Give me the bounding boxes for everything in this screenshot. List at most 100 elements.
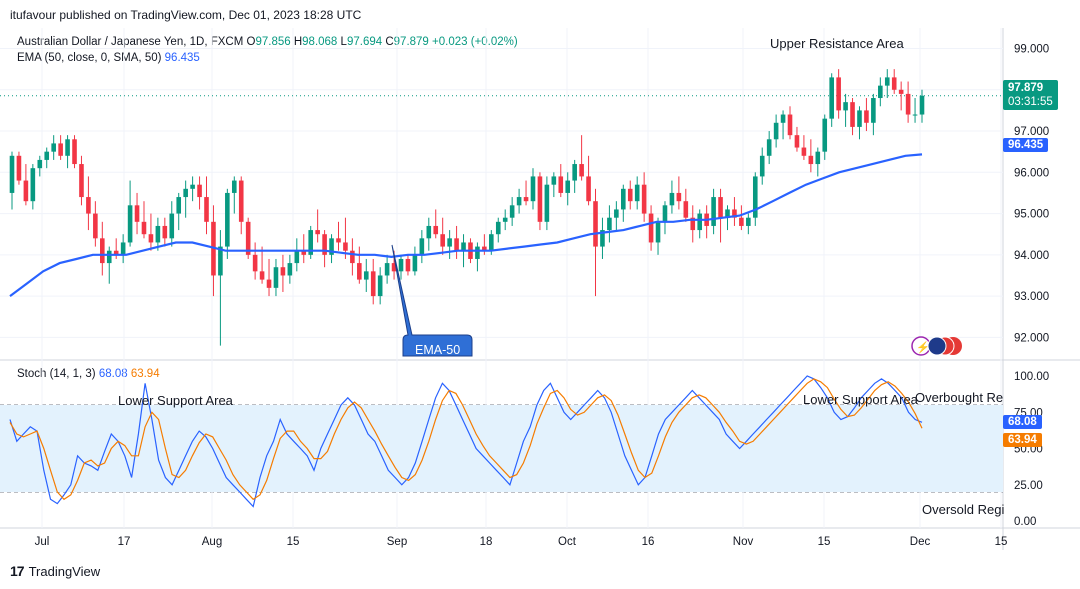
- time-axis: Jul 17 Aug 15 Sep 18 Oct 16 Nov 15 Dec 15: [35, 536, 1008, 548]
- stoch-d-value: 63.94: [130, 368, 160, 380]
- candle-body: [301, 250, 307, 255]
- candle-body: [752, 176, 758, 218]
- candle-body: [363, 271, 369, 280]
- candle-body: [523, 197, 529, 202]
- candle-body: [127, 205, 133, 243]
- candle-body: [30, 168, 36, 202]
- candle-body: [183, 188, 188, 198]
- candle-body: [878, 85, 883, 99]
- candle-body: [690, 217, 696, 231]
- candles: [9, 69, 925, 346]
- candle-body: [711, 197, 716, 226]
- footer[interactable]: 17 TradingView: [10, 563, 100, 579]
- candle-body: [120, 242, 126, 255]
- candle-body: [377, 275, 383, 297]
- candle-body: [336, 238, 341, 243]
- candle-body: [294, 250, 300, 264]
- candle-body: [113, 250, 119, 255]
- candle-body: [516, 197, 522, 206]
- stoch-k-value: 68.08: [98, 368, 128, 380]
- symbol-name[interactable]: Australian Dollar / Japanese Yen, 1D, FX…: [17, 36, 244, 48]
- candle-body: [614, 209, 619, 218]
- candle-body: [79, 164, 84, 198]
- ema-callout-text: EMA-50: [415, 343, 460, 357]
- candle-body: [412, 254, 418, 272]
- candle-body: [266, 279, 272, 288]
- time-tick-label: Aug: [202, 536, 222, 548]
- candle-body: [836, 77, 841, 111]
- candle-body: [600, 230, 605, 247]
- candle-body: [329, 238, 334, 255]
- candle-body: [739, 217, 744, 226]
- low-value: 97.694: [346, 36, 383, 48]
- candle-body: [315, 230, 320, 235]
- time-tick-label: Sep: [387, 536, 407, 548]
- last-price-tag: 97.879 03:31:55: [1003, 80, 1058, 110]
- candle-body: [725, 209, 730, 218]
- candle-body: [537, 176, 543, 222]
- symbol-legend: Australian Dollar / Japanese Yen, 1D, FX…: [17, 36, 518, 48]
- candle-body: [891, 77, 897, 90]
- candle-body: [627, 188, 633, 202]
- candle-body: [391, 263, 397, 272]
- time-tick-label: Jul: [35, 536, 50, 548]
- stoch-legend[interactable]: Stoch (14, 1, 3) 68.08 63.94: [17, 368, 160, 380]
- candle-body: [273, 267, 279, 288]
- candle-body: [169, 213, 175, 239]
- candle-body: [106, 250, 112, 264]
- candle-body: [405, 258, 411, 272]
- candle-body: [86, 197, 91, 214]
- candle-body: [850, 102, 855, 127]
- time-tick-label: 15: [995, 536, 1008, 548]
- candle-body: [864, 110, 869, 123]
- candle-body: [280, 267, 286, 276]
- candle-body: [641, 184, 647, 214]
- candle-body: [843, 102, 848, 111]
- candle-body: [190, 184, 195, 189]
- candle-body: [252, 254, 258, 272]
- stoch-tick-label: 0.00: [1014, 516, 1036, 528]
- candle-body: [384, 263, 390, 276]
- candle-body: [426, 225, 432, 239]
- ema-line: [9, 153, 923, 297]
- candle-body: [100, 238, 105, 264]
- candle-body: [746, 217, 751, 226]
- candle-body: [23, 180, 29, 202]
- candle-body: [204, 197, 209, 222]
- candle-body: [787, 114, 793, 136]
- candle-body: [482, 246, 487, 251]
- upper-resistance-label: Upper Resistance Area: [770, 36, 904, 51]
- candle-body: [489, 234, 494, 251]
- tradingview-logo-icon: 17: [10, 563, 25, 579]
- candle-body: [815, 151, 821, 165]
- candle-body: [829, 77, 834, 119]
- time-tick-label: 18: [480, 536, 493, 548]
- candle-body: [808, 155, 814, 165]
- candle-body: [287, 263, 293, 276]
- time-tick-label: Nov: [733, 536, 754, 548]
- candle-body: [669, 192, 675, 206]
- candle-body: [801, 147, 807, 156]
- time-tick-label: 17: [118, 536, 131, 548]
- candle-body: [495, 221, 501, 235]
- candle-body: [530, 176, 536, 202]
- stoch-label: Stoch (14, 1, 3): [17, 368, 96, 380]
- candle-body: [905, 93, 911, 115]
- candle-body: [912, 114, 918, 116]
- event-icons[interactable]: ⚡: [911, 336, 962, 356]
- candle-body: [898, 89, 904, 94]
- price-tick-label: 94.000: [1014, 250, 1049, 262]
- time-tick-label: Dec: [910, 536, 931, 548]
- ema-price-tag: 96.435: [1003, 138, 1049, 152]
- ema-legend[interactable]: EMA (50, close, 0, SMA, 50) 96.435: [17, 52, 200, 64]
- candle-body: [350, 250, 355, 264]
- candle-body: [558, 176, 564, 193]
- candle-body: [620, 188, 626, 210]
- candle-body: [231, 180, 237, 193]
- candle-body: [197, 184, 202, 198]
- candle-body: [718, 197, 723, 218]
- candle-body: [44, 151, 50, 160]
- oversold-label: Oversold Regi: [922, 502, 1004, 517]
